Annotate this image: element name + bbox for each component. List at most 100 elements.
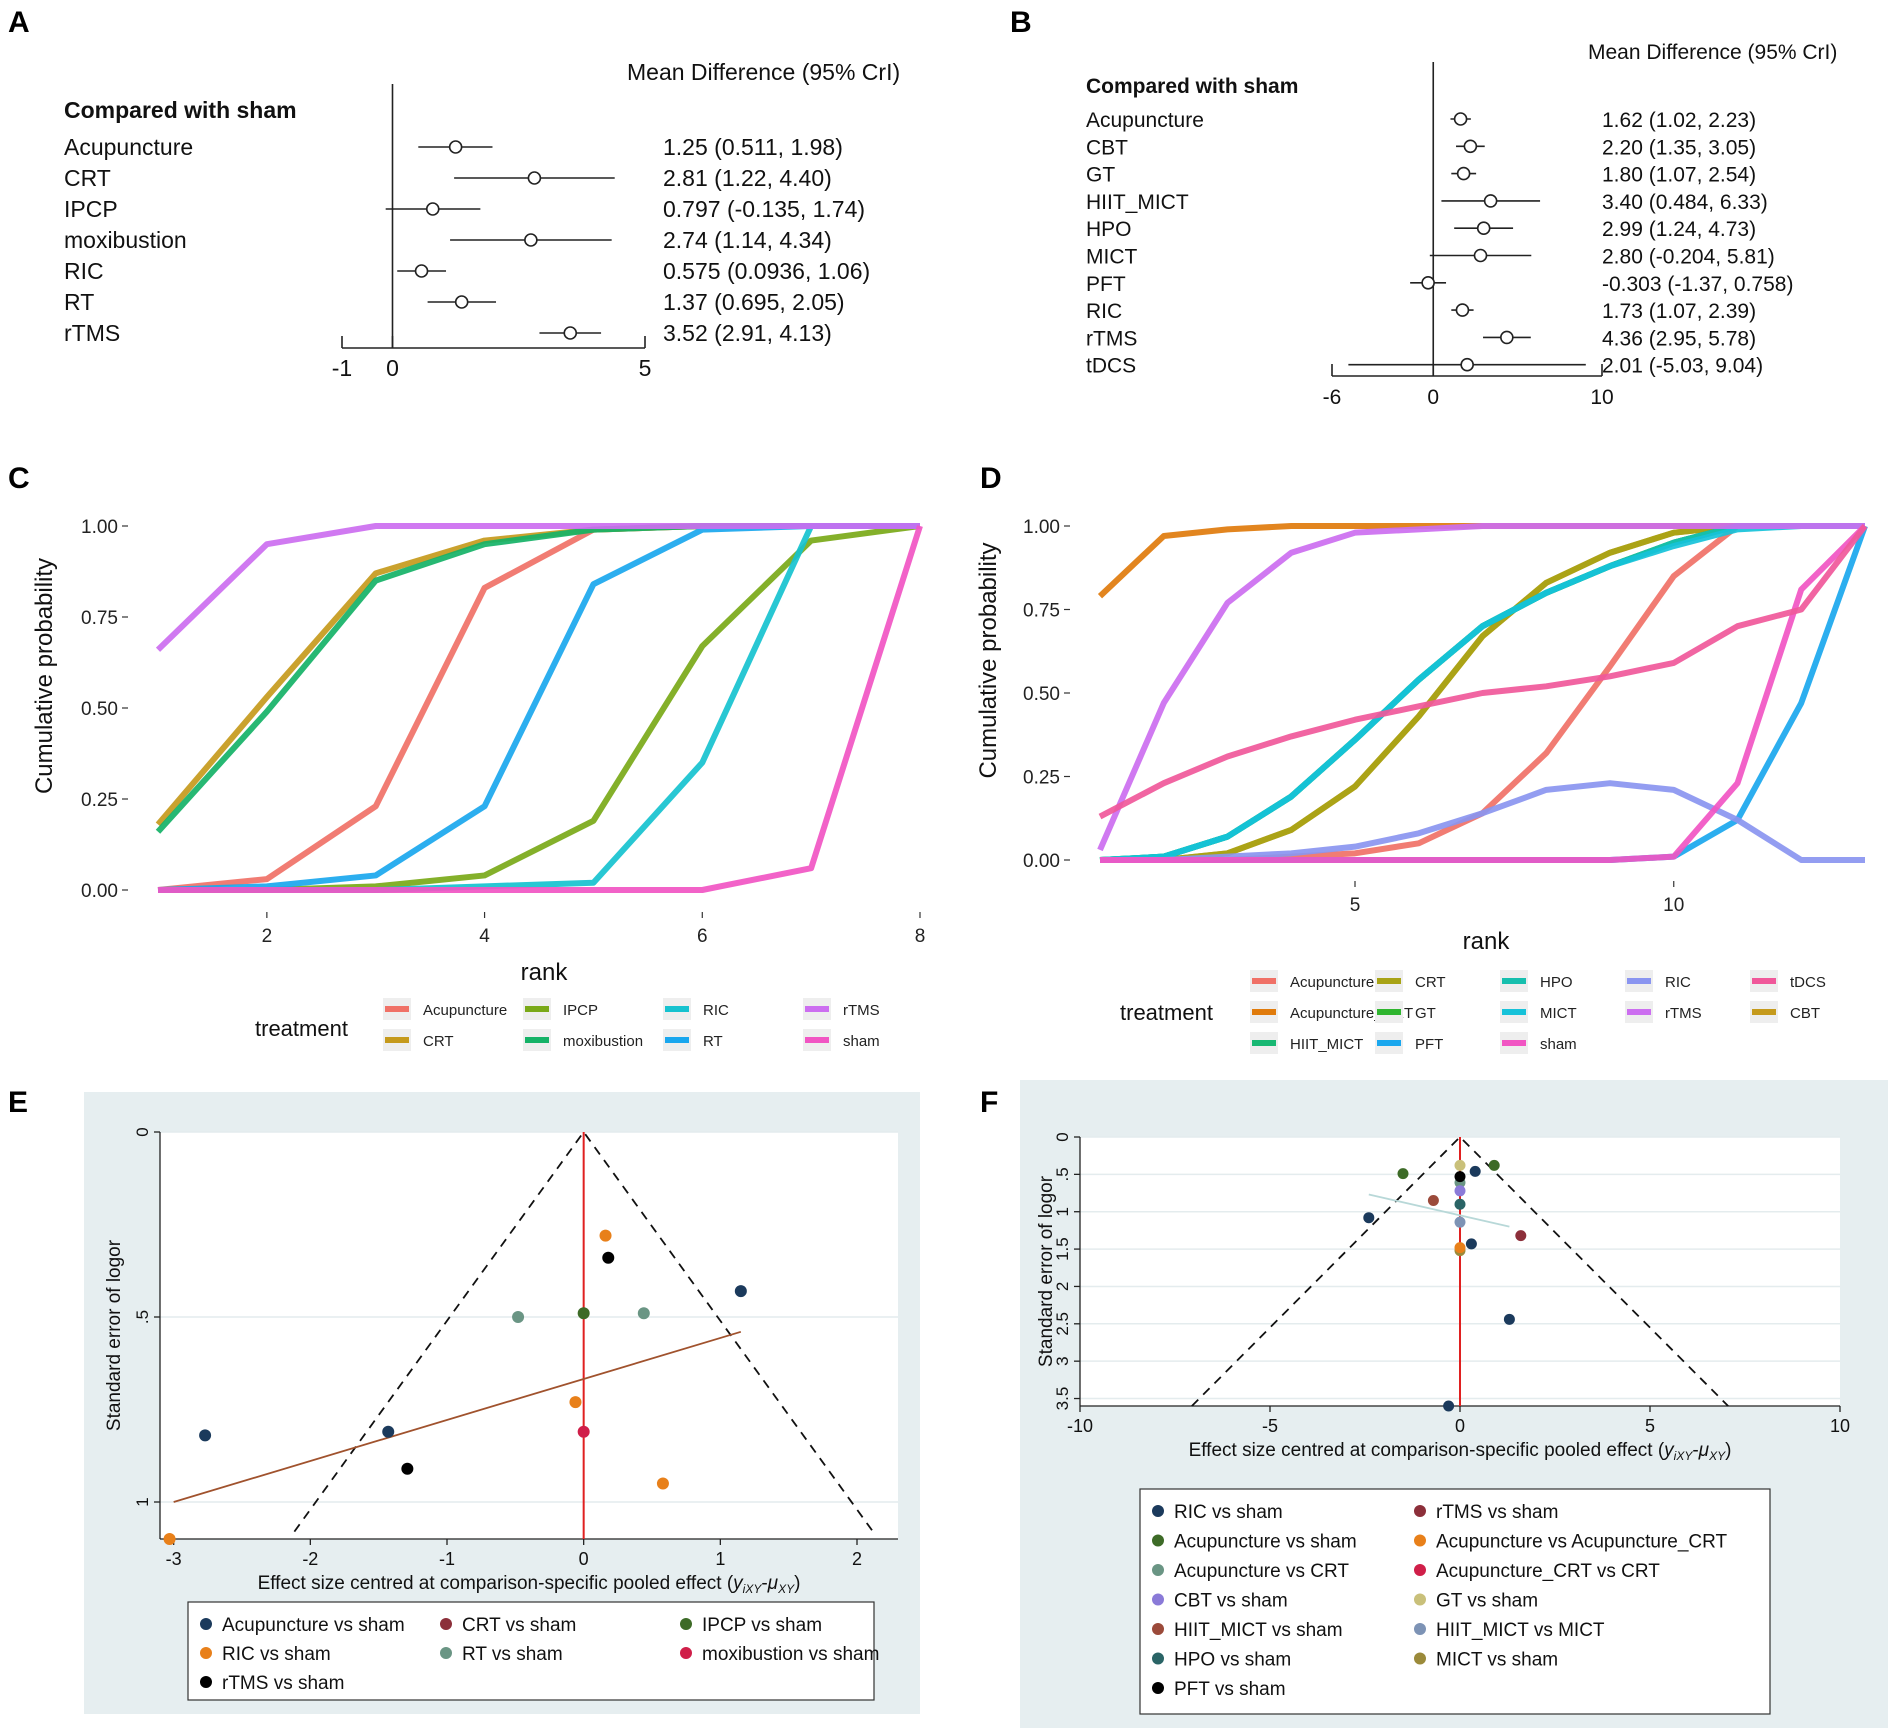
y-tick-label: 0.25 bbox=[1023, 768, 1060, 789]
data-point bbox=[1469, 1165, 1481, 1177]
estimate-point bbox=[563, 326, 578, 340]
legend-label: rTMS bbox=[1665, 1005, 1702, 1022]
row-value: 2.80 (-0.204, 5.81) bbox=[1602, 246, 1775, 269]
legend-label: CRT bbox=[423, 1033, 454, 1050]
row-value: 2.20 (1.35, 3.05) bbox=[1602, 136, 1756, 159]
series-line-Acupuncture_CRT bbox=[1097, 523, 1865, 599]
legend-marker bbox=[440, 1647, 452, 1659]
data-point bbox=[1454, 1216, 1466, 1228]
series-line-sham bbox=[158, 525, 923, 893]
row-value: 3.52 (2.91, 4.13) bbox=[663, 320, 832, 346]
forest-title: Mean Difference (95% CrI) bbox=[627, 59, 900, 85]
legend-marker bbox=[1152, 1682, 1164, 1694]
legend-marker bbox=[1152, 1652, 1164, 1665]
row-label: rTMS bbox=[1086, 327, 1137, 350]
x-tick-label: 0 bbox=[1455, 1416, 1465, 1436]
estimate-point bbox=[1453, 112, 1468, 126]
panel-label-d: D bbox=[980, 462, 1002, 495]
estimate-point bbox=[527, 171, 542, 185]
panel-label-f: F bbox=[980, 1086, 999, 1119]
row-label: RIC bbox=[64, 258, 104, 284]
legend-label: PFT bbox=[1415, 1036, 1443, 1053]
y-tick-label: 3 bbox=[1053, 1356, 1072, 1365]
y-tick-label: 0 bbox=[133, 1127, 152, 1136]
legend-marker bbox=[1414, 1593, 1426, 1606]
data-point bbox=[1465, 1238, 1477, 1250]
legend-marker bbox=[680, 1618, 692, 1630]
series-line-MICT bbox=[1099, 523, 1865, 863]
row-label: GT bbox=[1086, 164, 1115, 187]
forest-title: Mean Difference (95% CrI) bbox=[1588, 41, 1837, 64]
estimate-point bbox=[1460, 357, 1474, 372]
row-label: CRT bbox=[64, 165, 111, 191]
legend-label: RIC vs sham bbox=[222, 1644, 331, 1665]
estimate-point bbox=[1421, 275, 1435, 290]
forest-group-label: Compared with sham bbox=[64, 97, 297, 123]
y-axis-title: Standard error of logor bbox=[1036, 1175, 1057, 1367]
x-tick-label: 5 bbox=[1350, 895, 1361, 916]
legend-marker bbox=[1414, 1564, 1426, 1576]
x-tick-label: 2 bbox=[852, 1549, 862, 1569]
x-tick-label: -6 bbox=[1323, 386, 1342, 409]
y-axis-title: Cumulative probability bbox=[31, 558, 58, 794]
legend-label: MICT bbox=[1540, 1005, 1577, 1022]
x-tick-label: -1 bbox=[439, 1549, 455, 1569]
x-tick-label: -2 bbox=[302, 1549, 318, 1569]
estimate-point bbox=[1476, 221, 1491, 235]
y-tick-label: 2.5 bbox=[1053, 1312, 1072, 1336]
x-tick-label: 5 bbox=[1645, 1416, 1655, 1436]
row-label: RT bbox=[64, 289, 94, 315]
data-point bbox=[1454, 1198, 1466, 1210]
data-point bbox=[1363, 1212, 1375, 1224]
panel-label-c: C bbox=[8, 462, 30, 495]
data-point bbox=[401, 1462, 414, 1475]
row-value: 1.62 (1.02, 2.23) bbox=[1602, 109, 1756, 132]
legend-marker bbox=[1152, 1505, 1164, 1517]
x-tick-label: -5 bbox=[1262, 1416, 1278, 1436]
legend-label: moxibustion bbox=[563, 1033, 643, 1050]
legend-marker bbox=[1152, 1564, 1164, 1576]
legend-label: HPO bbox=[1540, 974, 1573, 991]
estimate-point bbox=[1473, 248, 1488, 263]
data-point bbox=[1427, 1195, 1439, 1207]
y-tick-label: 2 bbox=[1053, 1282, 1072, 1291]
data-point bbox=[577, 1307, 590, 1320]
estimate-point bbox=[425, 202, 440, 216]
data-point bbox=[569, 1396, 582, 1409]
legend-marker bbox=[1414, 1652, 1426, 1665]
legend-label: CBT vs sham bbox=[1174, 1591, 1288, 1612]
estimate-point bbox=[448, 140, 463, 154]
forest-plot-b: Mean Difference (95% CrI) Compared with s… bbox=[1086, 41, 1837, 409]
x-tick-label: 4 bbox=[479, 926, 490, 947]
data-point bbox=[599, 1229, 612, 1242]
legend-marker bbox=[200, 1618, 212, 1630]
legend-label: GT vs sham bbox=[1436, 1591, 1538, 1612]
row-value: 2.81 (1.22, 4.40) bbox=[663, 165, 832, 191]
row-label: Acupuncture bbox=[1086, 109, 1204, 132]
row-value: 4.36 (2.95, 5.78) bbox=[1602, 327, 1756, 350]
estimate-point bbox=[1455, 303, 1470, 317]
y-tick-label: 1 bbox=[1053, 1207, 1072, 1216]
data-point bbox=[512, 1311, 525, 1323]
x-tick-label: 0 bbox=[386, 355, 399, 381]
y-tick-label: 0.00 bbox=[81, 881, 118, 902]
legend-marker bbox=[440, 1618, 452, 1630]
legend-marker bbox=[1414, 1505, 1426, 1517]
plot-area bbox=[160, 1132, 898, 1539]
legend-label: RIC vs sham bbox=[1174, 1502, 1283, 1523]
series-line-rTMS bbox=[1097, 523, 1865, 852]
rank-plot-d: 0.00 0.25 0.50 0.75 1.00 5 10 rank Cumulative pr… bbox=[975, 517, 1868, 1054]
estimate-point bbox=[1483, 194, 1498, 208]
estimate-point bbox=[1456, 166, 1471, 181]
row-label: HPO bbox=[1086, 218, 1132, 241]
series-line-rTMS bbox=[155, 523, 920, 652]
data-point bbox=[602, 1251, 615, 1264]
row-value: 3.40 (0.484, 6.33) bbox=[1602, 191, 1768, 214]
row-value: 1.25 (0.511, 1.98) bbox=[663, 134, 843, 160]
legend-label: GT bbox=[1415, 1005, 1436, 1022]
legend-label: CBT bbox=[1790, 1005, 1820, 1022]
row-label: IPCP bbox=[64, 196, 118, 222]
panel-label-a: A bbox=[8, 6, 30, 39]
x-tick-label: 10 bbox=[1663, 895, 1684, 916]
